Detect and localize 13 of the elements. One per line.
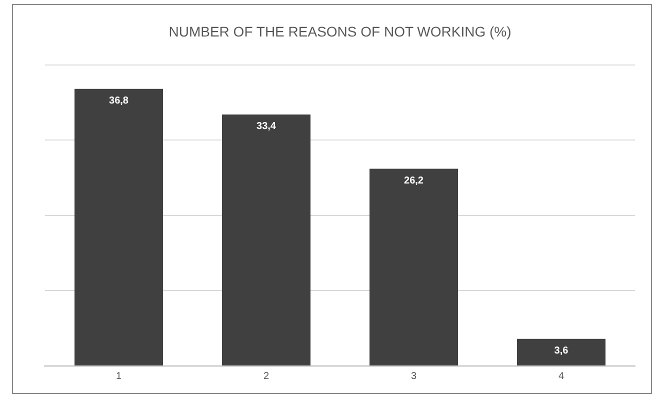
data-label: 36,8 [109, 96, 129, 107]
x-tick-label: 3 [410, 370, 417, 382]
bar [517, 338, 606, 366]
data-label: 33,4 [256, 121, 276, 132]
bar [74, 88, 163, 366]
data-label: 3,6 [554, 346, 569, 357]
x-tick-label: 4 [558, 370, 564, 382]
data-label: 26,2 [404, 175, 424, 186]
x-tick-label: 2 [263, 370, 270, 382]
bar [222, 114, 310, 366]
chart-title: NUMBER OF THE REASONS OF NOT WORKING (%) [168, 23, 512, 40]
x-tick-label: 1 [116, 370, 122, 382]
bar [370, 168, 458, 366]
